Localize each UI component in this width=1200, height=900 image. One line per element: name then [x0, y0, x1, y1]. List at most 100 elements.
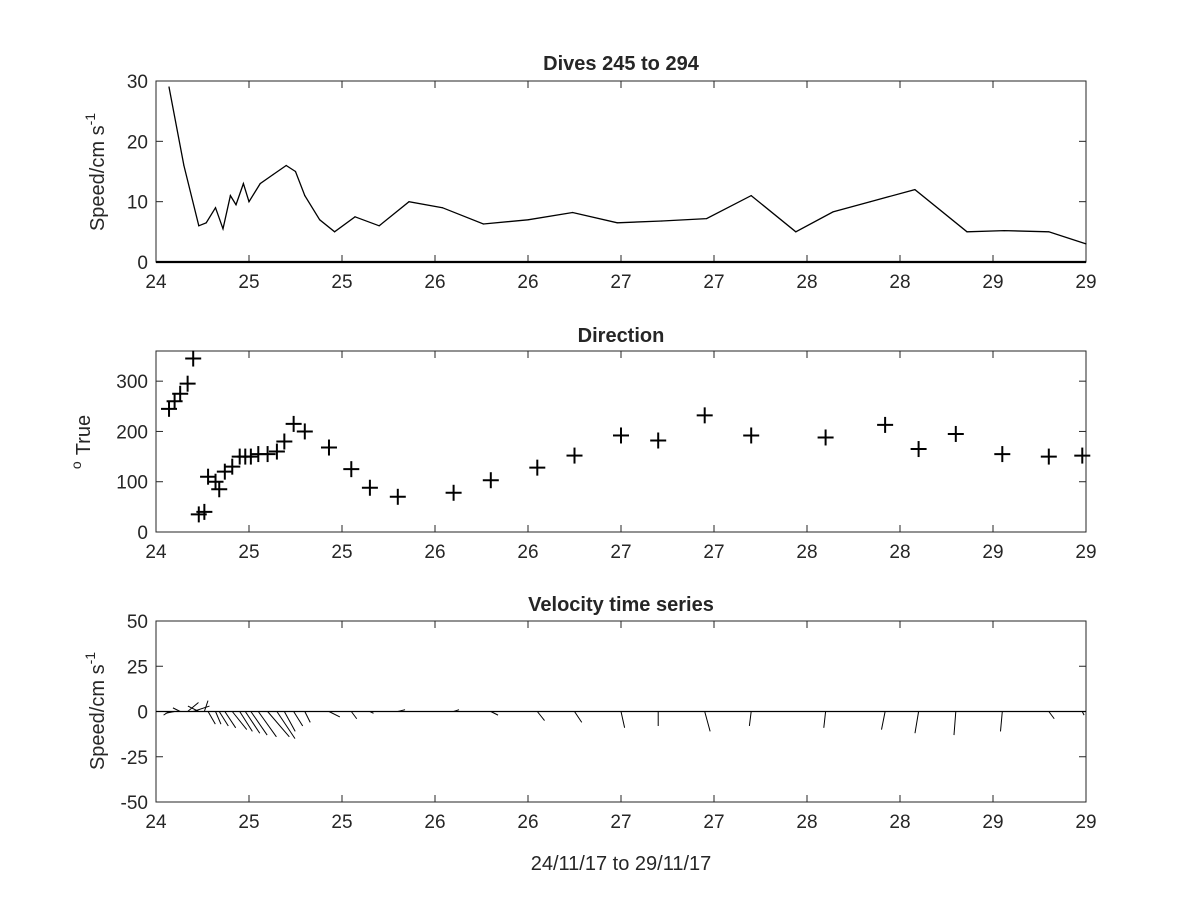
direction-panel-plus-marker — [650, 432, 667, 449]
direction-panel-plus-marker — [482, 472, 499, 489]
direction-panel-xtick-label: 29 — [982, 542, 1003, 563]
direction-panel-title: Direction — [578, 325, 665, 347]
velocity-panel-title: Velocity time series — [528, 594, 714, 616]
speed-panel-data-point — [272, 173, 274, 176]
velocity-panel-velocity-stick — [369, 711, 374, 714]
direction-panel-plus-marker — [268, 443, 285, 460]
velocity-panel-velocity-stick — [239, 711, 253, 732]
velocity-panel-velocity-stick — [203, 700, 209, 712]
direction-panel-plus-marker — [242, 448, 259, 465]
speed-panel-data-point — [408, 201, 410, 203]
velocity-panel-velocity-stick — [257, 711, 277, 738]
direction-panel-plus-marker — [296, 423, 313, 440]
speed-panel-data-point — [482, 223, 484, 225]
speed-panel-data-point — [441, 207, 444, 209]
velocity-panel-velocity-stick — [187, 702, 199, 712]
speed-panel-data-point — [214, 207, 217, 209]
direction-panel-plus-marker — [743, 427, 760, 444]
speed-panel-data-point — [304, 195, 306, 197]
speed-panel: Dives 245 to 294 Speed/cm s-1 24 25 25 26 26… — [82, 53, 1097, 293]
direction-panel-xtick-label: 28 — [796, 542, 817, 563]
direction-panel-ytick-label: 300 — [116, 372, 148, 393]
speed-panel-series-line — [168, 86, 1087, 245]
velocity-panel-velocity-stick — [536, 711, 545, 721]
speed-panel-data-point — [705, 217, 708, 220]
speed-panel-data-point — [616, 222, 618, 224]
velocity-panel-velocity-stick — [244, 711, 261, 734]
speed-panel-data-point — [183, 164, 185, 167]
velocity-panel-ytick-label: -25 — [121, 748, 148, 769]
direction-panel-xtick-label: 27 — [610, 542, 631, 563]
velocity-panel-velocity-stick — [276, 711, 296, 739]
direction-panel-plus-marker — [389, 488, 406, 505]
direction-panel-plus-marker — [179, 375, 196, 392]
speed-panel-data-point — [832, 211, 834, 213]
speed-panel-data-point — [248, 201, 250, 203]
speed-panel-data-point — [259, 182, 261, 185]
speed-panel-ytick-label: 30 — [127, 72, 148, 93]
speed-panel-data-point — [319, 219, 321, 221]
speed-panel-data-point — [229, 195, 231, 197]
velocity-panel-xtick-label: 27 — [610, 812, 631, 833]
speed-panel-xtick-label: 28 — [889, 272, 910, 293]
speed-panel-xtick-label: 24 — [145, 272, 167, 293]
velocity-panel-xtick-label: 28 — [796, 812, 817, 833]
velocity-panel-velocity-stick — [224, 711, 237, 729]
direction-panel-plus-marker — [196, 503, 213, 520]
direction-panel-xtick-label: 25 — [331, 542, 352, 563]
direction-panel-xtick-label: 27 — [703, 542, 724, 563]
velocity-panel-velocity-stick — [914, 711, 920, 734]
velocity-panel-xtick-label: 26 — [517, 812, 538, 833]
speed-panel-data-point — [378, 225, 380, 227]
direction-panel-plus-marker — [817, 429, 834, 446]
speed-panel-data-point — [285, 164, 287, 167]
direction-panel-plus-marker — [994, 446, 1011, 463]
direction-panel-plus-marker — [172, 385, 189, 402]
velocity-panel: Velocity time series Speed/cm s-1 24 25 25… — [82, 594, 1097, 833]
speed-panel-data-point — [168, 86, 170, 88]
velocity-panel-velocity-stick — [207, 711, 216, 725]
velocity-panel-ylabel-sup: -1 — [82, 652, 98, 665]
speed-panel-ylabel: Speed/cm s-1 — [82, 113, 109, 231]
direction-panel-plus-marker — [320, 439, 337, 456]
direction-panel-xtick-label: 28 — [889, 542, 910, 563]
speed-panel-data-point — [222, 228, 224, 230]
velocity-panel-velocity-stick — [620, 711, 626, 728]
direction-panel-plus-marker — [529, 459, 546, 476]
x-axis-label: 24/11/17 to 29/11/17 — [531, 853, 712, 875]
direction-panel-plus-marker — [613, 427, 629, 444]
velocity-panel-velocity-stick — [490, 711, 499, 716]
speed-panel-xtick-label: 27 — [610, 272, 631, 293]
velocity-panel-velocity-stick — [999, 711, 1003, 732]
velocity-panel-velocity-stick — [453, 709, 460, 712]
speed-panel-data-point — [242, 182, 245, 185]
speed-panel-data-point — [661, 220, 663, 222]
direction-panel-plus-marker — [185, 350, 202, 367]
direction-panel-xtick-label: 26 — [424, 542, 445, 563]
velocity-panel-velocity-stick — [704, 711, 711, 732]
speed-panel-xtick-label: 25 — [238, 272, 259, 293]
speed-panel-data-point — [294, 170, 297, 173]
velocity-panel-ytick-label: -50 — [121, 793, 148, 814]
velocity-panel-ytick-label: 50 — [127, 612, 148, 633]
velocity-panel-velocity-stick — [304, 711, 311, 723]
speed-panel-ytick-label: 0 — [137, 253, 148, 274]
direction-panel-plus-marker — [276, 433, 293, 450]
velocity-panel-velocity-stick — [397, 709, 406, 712]
direction-panel-plus-marker — [285, 415, 302, 432]
direction-panel-xtick-label: 29 — [1075, 542, 1096, 563]
direction-panel-ylabel-main: True — [73, 415, 95, 455]
speed-panel-data-point — [1003, 230, 1005, 232]
direction-panel-plus-marker — [1040, 448, 1057, 465]
velocity-panel-velocity-stick — [953, 711, 957, 736]
velocity-panel-velocity-stick — [350, 711, 358, 720]
direction-panel-plus-marker — [361, 479, 378, 496]
speed-panel-data-point — [750, 195, 752, 197]
speed-panel-xtick-label: 27 — [703, 272, 724, 293]
speed-panel-data-point — [914, 189, 916, 191]
velocity-panel-xtick-label: 26 — [424, 812, 445, 833]
speed-panel-xtick-label: 28 — [796, 272, 817, 293]
speed-panel-data-point — [235, 204, 237, 206]
velocity-panel-velocity-stick — [215, 711, 222, 725]
